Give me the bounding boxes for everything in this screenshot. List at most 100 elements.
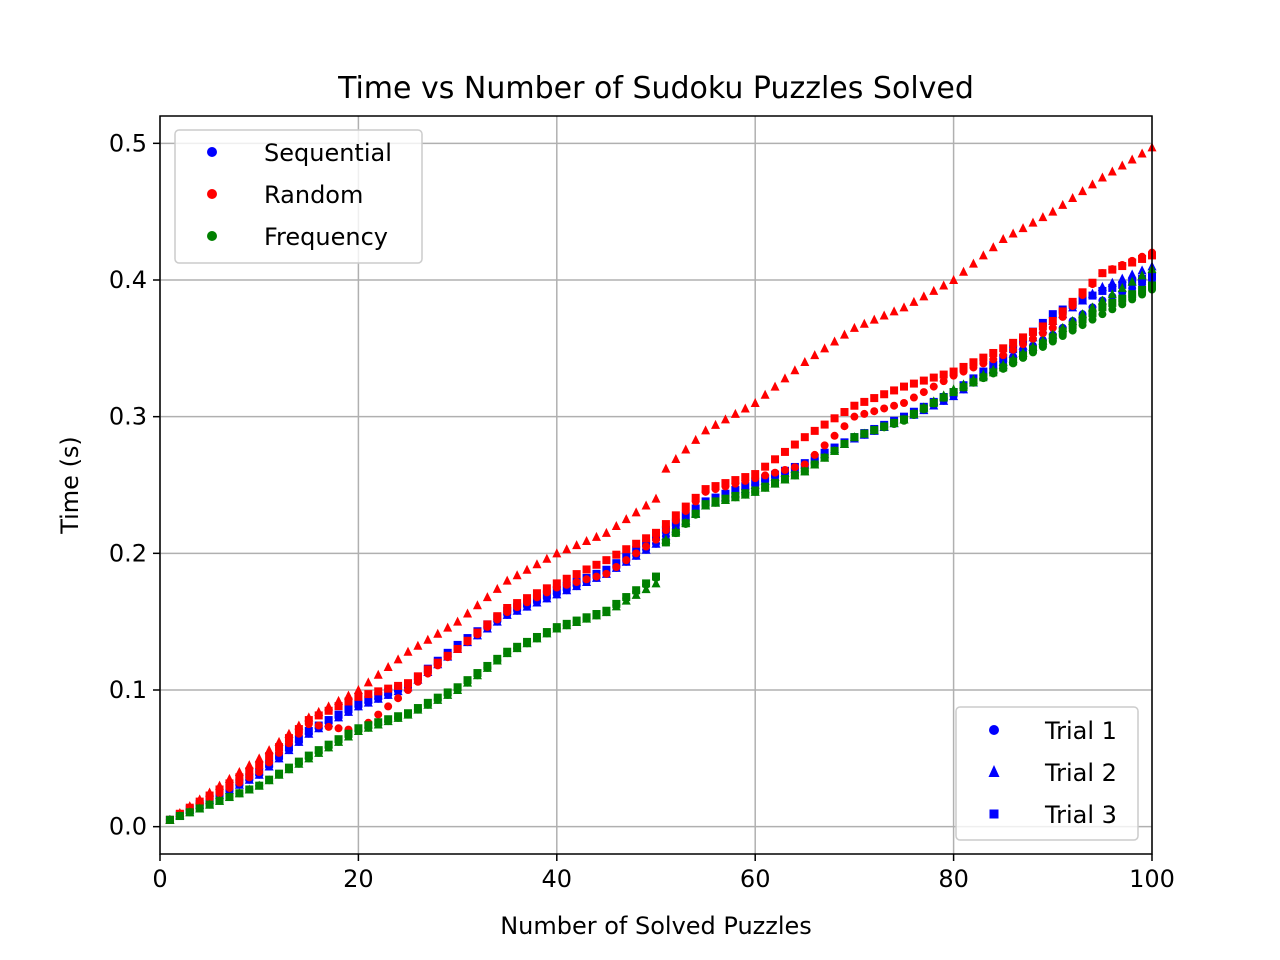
point-frequency-trial-2 <box>631 589 641 599</box>
point-random-trial-2 <box>810 350 820 360</box>
point-random-trial-1 <box>592 572 601 581</box>
point-frequency-trial-3 <box>165 815 174 824</box>
point-random-trial-1 <box>404 686 412 694</box>
point-frequency-trial-3 <box>453 683 462 692</box>
point-random-trial-1 <box>939 377 948 386</box>
point-frequency-trial-3 <box>493 654 502 663</box>
point-frequency-trial-3 <box>939 393 948 402</box>
point-sequential-trial-3 <box>731 485 740 494</box>
point-random-trial-1 <box>909 393 918 402</box>
point-random-trial-2 <box>542 553 552 563</box>
point-frequency-trial-2 <box>1127 276 1137 286</box>
x-axis-label: Number of Solved Puzzles <box>500 912 812 940</box>
point-random-trial-3 <box>989 348 998 357</box>
point-random-trial-2 <box>1008 228 1018 238</box>
point-random-trial-1 <box>919 388 928 397</box>
point-frequency-trial-3 <box>919 404 928 413</box>
point-random-trial-3 <box>1078 288 1087 297</box>
point-frequency-trial-3 <box>374 718 383 727</box>
legend-frequency-marker <box>207 231 217 241</box>
point-random-trial-3 <box>622 545 631 554</box>
point-random-trial-2 <box>433 628 443 638</box>
x-tick-label: 60 <box>740 865 771 893</box>
point-frequency-trial-3 <box>652 572 660 581</box>
point-frequency-trial-3 <box>185 808 194 817</box>
point-random-trial-2 <box>1137 148 1147 158</box>
point-random-trial-3 <box>205 791 214 800</box>
point-frequency-trial-3 <box>929 399 938 407</box>
point-random-trial-2 <box>730 408 740 418</box>
point-random-trial-2 <box>343 690 353 700</box>
point-frequency-trial-2 <box>1137 270 1147 280</box>
point-frequency-trial-3 <box>681 519 690 528</box>
point-frequency-trial-3 <box>364 721 373 730</box>
point-random-trial-1 <box>771 468 780 477</box>
point-random-trial-3 <box>780 447 789 456</box>
point-random-trial-2 <box>393 654 403 664</box>
point-random-trial-1 <box>880 404 889 413</box>
point-frequency-trial-3 <box>175 812 184 821</box>
point-frequency-trial-2 <box>651 578 661 588</box>
x-tick-label: 80 <box>938 865 969 893</box>
point-random-trial-2 <box>750 398 760 407</box>
point-random-trial-2 <box>1018 223 1028 233</box>
point-random-trial-2 <box>591 531 601 541</box>
point-random-trial-2 <box>601 527 611 537</box>
point-random-trial-3 <box>810 426 819 435</box>
point-frequency-trial-1 <box>1088 315 1097 324</box>
point-random-trial-3 <box>999 344 1008 353</box>
point-random-trial-1 <box>602 569 611 578</box>
point-random-trial-3 <box>483 620 492 629</box>
point-random-trial-3 <box>900 382 908 391</box>
point-random-trial-2 <box>720 414 730 424</box>
point-random-trial-2 <box>403 646 413 656</box>
point-random-trial-3 <box>334 702 343 711</box>
point-random-trial-2 <box>899 302 909 312</box>
point-random-trial-2 <box>373 669 383 679</box>
point-sequential-trial-2 <box>1127 269 1137 279</box>
point-random-trial-3 <box>949 367 958 376</box>
point-random-trial-3 <box>562 574 571 583</box>
point-random-trial-3 <box>215 785 224 794</box>
point-sequential-trial-3 <box>1108 283 1117 292</box>
point-frequency-trial-3 <box>661 538 670 547</box>
point-frequency-trial-3 <box>572 616 581 625</box>
point-sequential-trial-3 <box>324 716 333 725</box>
point-random-trial-1 <box>622 556 631 565</box>
point-random-trial-1 <box>1038 329 1047 338</box>
point-frequency-trial-3 <box>205 800 214 809</box>
point-random-trial-1 <box>612 563 621 571</box>
point-random-trial-1 <box>642 542 651 551</box>
point-frequency-trial-2 <box>641 584 651 594</box>
point-frequency-trial-3 <box>473 669 482 678</box>
point-random-trial-3 <box>1098 269 1107 278</box>
point-frequency-trial-1 <box>1108 305 1117 314</box>
point-random-trial-2 <box>502 575 512 585</box>
legend-random-marker <box>207 189 217 199</box>
point-random-trial-3 <box>354 692 363 701</box>
point-random-trial-3 <box>979 353 988 362</box>
point-random-trial-3 <box>711 482 720 491</box>
point-random-trial-2 <box>552 548 562 558</box>
point-random-trial-2 <box>363 677 373 687</box>
point-random-trial-1 <box>394 694 403 703</box>
point-frequency-trial-3 <box>850 433 859 442</box>
point-random-trial-3 <box>1068 297 1077 306</box>
point-random-trial-3 <box>394 681 403 690</box>
point-random-trial-3 <box>423 665 432 674</box>
legend-sequential-marker <box>207 147 217 157</box>
point-frequency-trial-3 <box>552 623 561 632</box>
point-random-trial-3 <box>761 462 770 471</box>
point-random-trial-3 <box>513 599 522 608</box>
point-random-trial-2 <box>244 760 254 770</box>
point-random-trial-2 <box>651 493 661 503</box>
point-frequency-trial-3 <box>880 422 889 431</box>
point-frequency-trial-3 <box>215 796 224 805</box>
point-random-trial-2 <box>889 306 899 316</box>
point-random-trial-1 <box>632 549 641 558</box>
point-random-trial-2 <box>353 685 363 694</box>
point-random-trial-1 <box>245 773 254 782</box>
point-random-trial-3 <box>245 767 254 776</box>
legend-trial1-marker <box>989 725 999 735</box>
point-frequency-trial-3 <box>622 593 631 602</box>
